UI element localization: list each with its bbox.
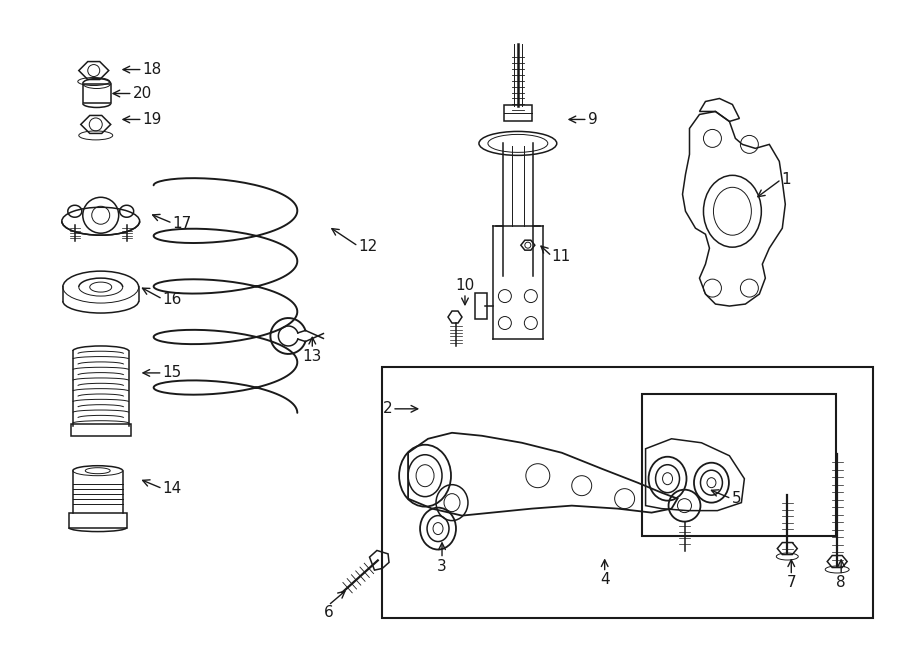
Bar: [475, 293, 487, 319]
Bar: [382, 367, 873, 619]
Text: 2: 2: [382, 401, 392, 416]
Bar: [642, 394, 836, 535]
Text: 7: 7: [787, 576, 796, 590]
Text: 20: 20: [132, 86, 152, 101]
Text: 8: 8: [836, 576, 846, 590]
Text: 3: 3: [437, 559, 447, 574]
Text: 14: 14: [163, 481, 182, 496]
Text: 19: 19: [142, 112, 162, 127]
Text: 17: 17: [173, 215, 192, 231]
Text: 6: 6: [323, 605, 333, 621]
Text: 9: 9: [588, 112, 598, 127]
Text: 16: 16: [163, 292, 182, 307]
Text: 1: 1: [781, 172, 791, 187]
Bar: [83, 83, 111, 104]
Text: 15: 15: [163, 366, 182, 381]
Bar: [71, 424, 130, 436]
Text: 11: 11: [552, 249, 571, 264]
Bar: [68, 513, 127, 527]
Text: 4: 4: [600, 572, 609, 588]
Text: 13: 13: [302, 349, 322, 364]
Text: 10: 10: [455, 278, 474, 293]
Text: 18: 18: [142, 62, 162, 77]
Text: 12: 12: [358, 239, 377, 254]
Text: 5: 5: [732, 491, 741, 506]
